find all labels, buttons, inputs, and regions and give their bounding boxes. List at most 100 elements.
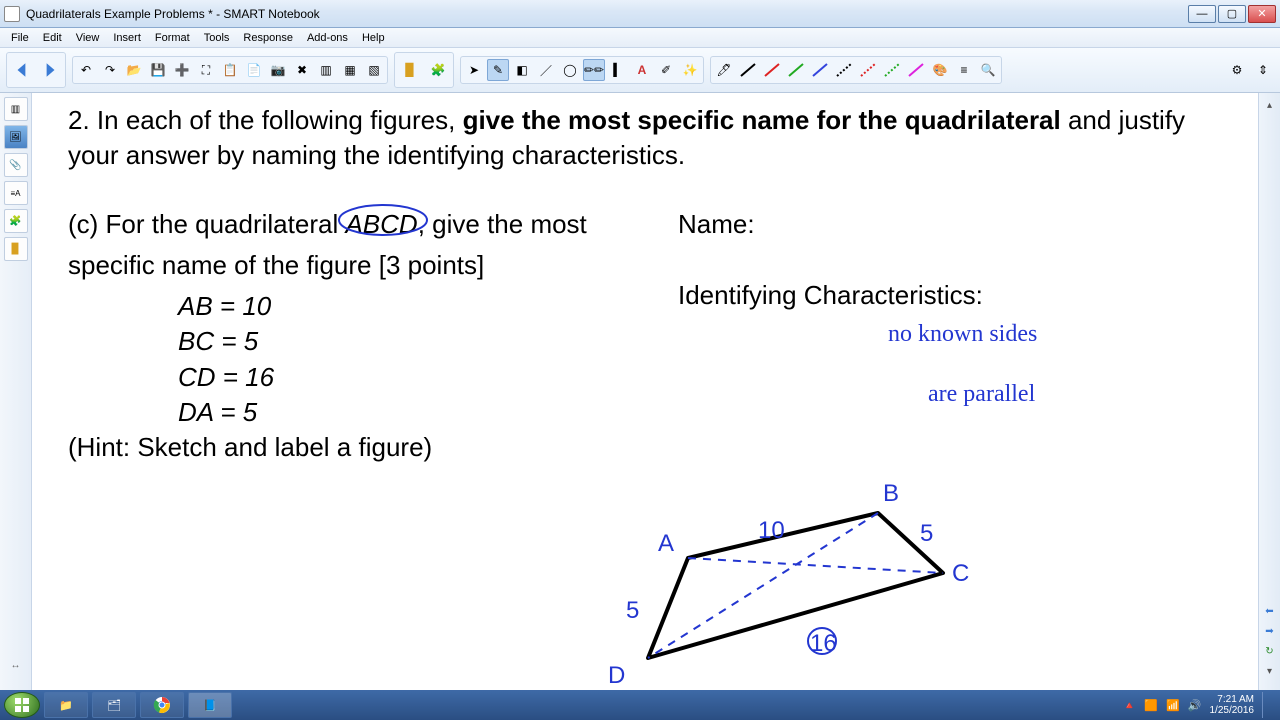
pens-panel[interactable]: ✏✏ <box>583 59 605 81</box>
id-char-label: Identifying Characteristics: <box>678 278 1238 313</box>
system-tray: 🔺 🟧 📶 🔊 7:21 AM 1/25/2016 <box>1123 692 1276 718</box>
label-bc-5: 5 <box>920 520 933 547</box>
tab-attachments[interactable]: 📎 <box>4 153 28 177</box>
nav-refresh-icon[interactable]: ↻ <box>1262 643 1278 659</box>
label-b: B <box>883 480 899 507</box>
table-button[interactable]: ▦ <box>339 59 361 81</box>
windows-taskbar: 📁 🗂 📘 🔺 🟧 📶 🔊 7:21 AM 1/25/2016 <box>0 690 1280 720</box>
pen-tool[interactable]: ✎ <box>487 59 509 81</box>
eq-ab: AB = 10 <box>178 289 678 324</box>
menu-format[interactable]: Format <box>148 30 197 46</box>
line-black[interactable] <box>737 59 759 81</box>
page-canvas[interactable]: 2. In each of the following figures, giv… <box>32 93 1258 691</box>
tray-clock[interactable]: 7:21 AM 1/25/2016 <box>1210 694 1255 716</box>
tab-activity[interactable]: ▉ <box>4 237 28 261</box>
right-nav-strip: ▴ ⬅ ➡ ↻ ▾ <box>1258 93 1280 691</box>
q-bold: give the most specific name for the quad… <box>463 105 1061 135</box>
task-explorer[interactable]: 📁 <box>44 692 88 718</box>
label-d: D <box>608 662 625 683</box>
fullscreen-button[interactable]: ⛶ <box>195 59 217 81</box>
menu-file[interactable]: File <box>4 30 36 46</box>
page-content: 2. In each of the following figures, giv… <box>68 93 1238 691</box>
show-hide-button[interactable]: ▥ <box>315 59 337 81</box>
more-button[interactable]: ▧ <box>363 59 385 81</box>
minimize-button[interactable]: — <box>1188 5 1216 23</box>
tab-gallery[interactable]: 🖼 <box>4 125 28 149</box>
handwriting-line1: no known sides <box>888 318 1037 350</box>
tab-page-sorter[interactable]: ▥ <box>4 97 28 121</box>
label-da-5: 5 <box>626 597 639 624</box>
menu-tools[interactable]: Tools <box>197 30 237 46</box>
zoom-tool[interactable]: 🔍 <box>977 59 999 81</box>
maximize-button[interactable]: ▢ <box>1218 5 1246 23</box>
menu-edit[interactable]: Edit <box>36 30 69 46</box>
close-button[interactable]: ✕ <box>1248 5 1276 23</box>
menu-addons[interactable]: Add-ons <box>300 30 355 46</box>
tray-shield-icon[interactable]: 🟧 <box>1144 699 1158 712</box>
q-lead: In each of the following figures, <box>90 105 463 135</box>
tray-flag-icon[interactable]: 🔺 <box>1123 699 1137 712</box>
paste-button[interactable]: 📋 <box>219 59 241 81</box>
creative-pen-tool[interactable]: ✐ <box>655 59 677 81</box>
toolbar: ↶ ↷ 📂 💾 ➕ ⛶ 📋 📄 📷 ✖ ▥ ▦ ▧ ▉ 🧩 ➤ ✎ ◧ ／ ◯ … <box>0 48 1280 93</box>
tray-date: 1/25/2016 <box>1210 705 1255 716</box>
undo-button[interactable]: ↶ <box>75 59 97 81</box>
tab-addons[interactable]: 🧩 <box>4 209 28 233</box>
text-tool[interactable]: A <box>631 59 653 81</box>
eraser-tool[interactable]: ◧ <box>511 59 533 81</box>
line-tool[interactable]: ／ <box>535 59 557 81</box>
nav-down-icon[interactable]: ▾ <box>1262 663 1278 679</box>
highlighter-tool[interactable]: ▍ <box>607 59 629 81</box>
magic-pen-tool[interactable]: ✨ <box>679 59 701 81</box>
menu-view[interactable]: View <box>69 30 107 46</box>
abcd-circle-annotation <box>337 203 437 239</box>
line-blue[interactable] <box>809 59 831 81</box>
task-chrome[interactable] <box>140 692 184 718</box>
name-label: Name: <box>678 207 1238 242</box>
line-dash-green[interactable] <box>881 59 903 81</box>
part-c-1: (c) For the quadrilateral <box>68 209 345 239</box>
line-green[interactable] <box>785 59 807 81</box>
shape-tool[interactable]: ◯ <box>559 59 581 81</box>
line-style-button[interactable]: ≡ <box>953 59 975 81</box>
ink-settings-button[interactable]: 🖊 <box>713 59 735 81</box>
tray-volume-icon[interactable]: 🔊 <box>1188 699 1202 712</box>
task-libraries[interactable]: 🗂 <box>92 692 136 718</box>
tab-properties[interactable]: ≡A <box>4 181 28 205</box>
next-page-button[interactable] <box>37 55 63 85</box>
open-button[interactable]: 📂 <box>123 59 145 81</box>
app-icon <box>4 6 20 22</box>
select-tool[interactable]: ➤ <box>463 59 485 81</box>
move-toolbar-button[interactable]: ⇕ <box>1252 59 1274 81</box>
line-red[interactable] <box>761 59 783 81</box>
part-c-3: specific name of the figure [3 points] <box>68 248 678 283</box>
menu-help[interactable]: Help <box>355 30 392 46</box>
side-tab-bar: ▥ 🖼 📎 ≡A 🧩 ▉ ↔ <box>0 93 32 691</box>
label-ab-10: 10 <box>758 517 785 544</box>
task-smart-notebook[interactable]: 📘 <box>188 692 232 718</box>
prev-page-button[interactable] <box>9 55 35 85</box>
line-dash-black[interactable] <box>833 59 855 81</box>
line-dash-red[interactable] <box>857 59 879 81</box>
show-desktop-button[interactable] <box>1262 692 1270 718</box>
expand-sidebar-icon[interactable]: ↔ <box>11 660 21 671</box>
new-page-button[interactable]: ➕ <box>171 59 193 81</box>
color-palette-button[interactable]: 🎨 <box>929 59 951 81</box>
settings-button[interactable]: ⚙ <box>1226 59 1248 81</box>
redo-button[interactable]: ↷ <box>99 59 121 81</box>
nav-up-icon[interactable]: ▴ <box>1262 97 1278 113</box>
menu-response[interactable]: Response <box>236 30 300 46</box>
save-button[interactable]: 💾 <box>147 59 169 81</box>
tray-network-icon[interactable]: 📶 <box>1166 699 1180 712</box>
nav-prev-icon[interactable]: ⬅ <box>1262 603 1278 619</box>
screen-capture-button[interactable]: 📷 <box>267 59 289 81</box>
eq-bc: BC = 5 <box>178 324 678 359</box>
menu-insert[interactable]: Insert <box>106 30 148 46</box>
delete-button[interactable]: ✖ <box>291 59 313 81</box>
addon-button[interactable]: 🧩 <box>425 55 451 85</box>
nav-next-icon[interactable]: ➡ <box>1262 623 1278 639</box>
start-button[interactable] <box>4 692 40 718</box>
gallery-button[interactable]: ▉ <box>397 55 423 85</box>
line-magenta[interactable] <box>905 59 927 81</box>
copy-button[interactable]: 📄 <box>243 59 265 81</box>
